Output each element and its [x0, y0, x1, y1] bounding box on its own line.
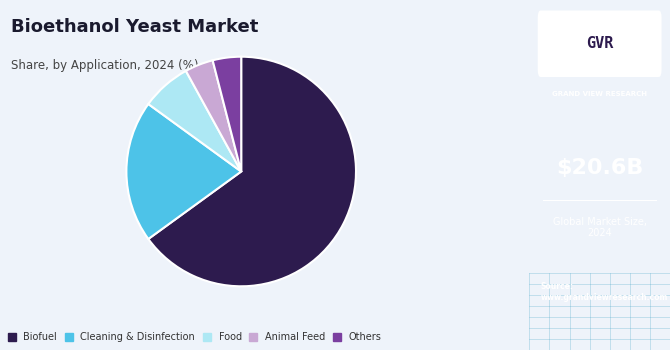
- Text: GVR: GVR: [586, 36, 613, 51]
- FancyBboxPatch shape: [538, 10, 661, 77]
- Text: GRAND VIEW RESEARCH: GRAND VIEW RESEARCH: [552, 91, 647, 98]
- Legend: Biofuel, Cleaning & Disinfection, Food, Animal Feed, Others: Biofuel, Cleaning & Disinfection, Food, …: [5, 329, 385, 345]
- Text: Share, by Application, 2024 (%): Share, by Application, 2024 (%): [11, 60, 198, 72]
- Wedge shape: [212, 57, 241, 172]
- Text: $20.6B: $20.6B: [556, 158, 643, 178]
- Wedge shape: [148, 57, 356, 286]
- Text: Source:
www.grandviewresearch.com: Source: www.grandviewresearch.com: [541, 282, 668, 302]
- Wedge shape: [148, 71, 241, 172]
- Text: Bioethanol Yeast Market: Bioethanol Yeast Market: [11, 18, 258, 35]
- Wedge shape: [186, 60, 241, 172]
- Wedge shape: [127, 104, 241, 239]
- Text: Global Market Size,
2024: Global Market Size, 2024: [553, 217, 647, 238]
